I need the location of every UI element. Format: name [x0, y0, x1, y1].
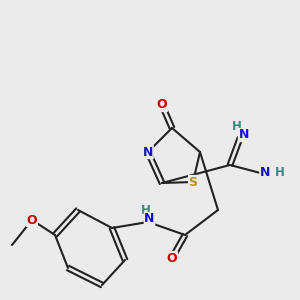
Text: N: N	[143, 146, 153, 158]
Text: O: O	[167, 251, 177, 265]
Text: N: N	[260, 166, 270, 178]
Text: H: H	[274, 166, 284, 178]
Text: N: N	[238, 128, 249, 142]
Text: S: S	[188, 176, 197, 188]
Text: N: N	[144, 212, 155, 226]
Text: H: H	[141, 204, 151, 217]
Text: H: H	[232, 120, 241, 133]
Text: O: O	[27, 214, 37, 226]
Text: O: O	[157, 98, 167, 112]
